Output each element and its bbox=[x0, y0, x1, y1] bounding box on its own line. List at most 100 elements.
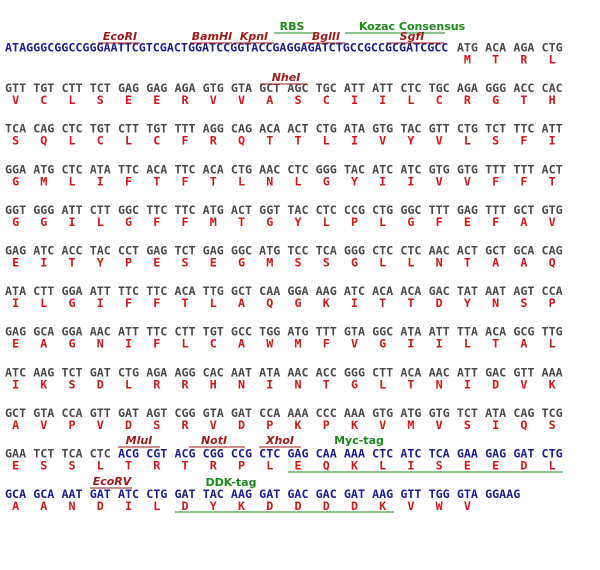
amino-acid: F bbox=[436, 215, 443, 229]
amino-acid: E bbox=[464, 459, 471, 473]
codon: GAG bbox=[146, 244, 167, 258]
amino-acid: V bbox=[379, 134, 386, 148]
amino-acid: P bbox=[238, 459, 245, 473]
codon: GGC bbox=[231, 244, 252, 258]
codon: CAG bbox=[542, 244, 563, 258]
codon: CAG bbox=[231, 122, 252, 136]
amino-acid: N bbox=[238, 377, 245, 391]
amino-acid: F bbox=[182, 215, 189, 229]
amino-acid: I bbox=[379, 174, 386, 188]
amino-acid: V bbox=[379, 418, 386, 432]
amino-acid: S bbox=[69, 459, 76, 473]
amino-acid: L bbox=[238, 174, 245, 188]
codon: ATC bbox=[344, 284, 365, 298]
amino-acid: G bbox=[379, 337, 386, 351]
codon: CCT bbox=[118, 244, 139, 258]
amino-acid: G bbox=[40, 215, 47, 229]
amino-acid: L bbox=[464, 337, 471, 351]
amino-acid: L bbox=[323, 134, 330, 148]
codon: AAC bbox=[259, 162, 280, 176]
codon: ATT bbox=[429, 325, 450, 339]
amino-acid: I bbox=[407, 459, 414, 473]
codon: TTT bbox=[316, 325, 337, 339]
amino-acid: G bbox=[238, 256, 245, 270]
codon: CTC bbox=[400, 81, 421, 95]
amino-acid: C bbox=[436, 93, 443, 107]
codon: TAC bbox=[400, 122, 421, 136]
codon: GAG bbox=[457, 203, 478, 217]
codon: GGA bbox=[61, 325, 82, 339]
codon: ATA bbox=[400, 325, 421, 339]
codon: GGA bbox=[5, 162, 26, 176]
codon: TCC bbox=[287, 244, 308, 258]
codon: ATT bbox=[457, 365, 478, 379]
codon: ACT bbox=[457, 244, 478, 258]
codon: GCA bbox=[33, 325, 54, 339]
codon: TCT bbox=[457, 406, 478, 420]
amino-acid: V bbox=[520, 377, 527, 391]
site-label: BamHI bbox=[192, 30, 233, 43]
codon: CTC bbox=[372, 447, 393, 461]
codon: TGT bbox=[146, 122, 167, 136]
amino-acid: L bbox=[153, 499, 160, 513]
amino-acid: S bbox=[153, 418, 160, 432]
codon: TTC bbox=[174, 203, 195, 217]
codon: AAA bbox=[344, 406, 365, 420]
amino-acid: R bbox=[153, 459, 161, 473]
amino-acid: M bbox=[294, 337, 301, 351]
amino-acid: V bbox=[436, 174, 443, 188]
codon: ATG bbox=[287, 325, 308, 339]
codon: AAA bbox=[542, 365, 563, 379]
codon: GAT bbox=[174, 487, 195, 501]
codon: GCT bbox=[259, 81, 280, 95]
amino-acid: L bbox=[294, 174, 301, 188]
amino-acid: S bbox=[464, 418, 471, 432]
codon: AGA bbox=[146, 365, 167, 379]
codon: AGG bbox=[203, 122, 224, 136]
codon: CTG bbox=[316, 122, 337, 136]
codon: GCA bbox=[33, 487, 54, 501]
amino-acid: Q bbox=[520, 418, 527, 432]
amino-acid: V bbox=[464, 174, 471, 188]
codon: GGC bbox=[372, 325, 393, 339]
amino-acid: N bbox=[266, 174, 273, 188]
amino-acid: Y bbox=[407, 134, 414, 148]
amino-acid: D bbox=[436, 296, 443, 310]
codon: ACT bbox=[231, 203, 252, 217]
codon: TTA bbox=[457, 325, 478, 339]
amino-acid: E bbox=[12, 459, 19, 473]
codon: AAT bbox=[61, 487, 82, 501]
codon: ATG bbox=[259, 244, 280, 258]
codon: GAT bbox=[513, 447, 534, 461]
amino-acid: T bbox=[182, 296, 189, 310]
codon: CCC bbox=[316, 406, 337, 420]
amino-acid: P bbox=[351, 215, 358, 229]
amino-acid: A bbox=[266, 93, 273, 107]
codon: GCA bbox=[5, 487, 26, 501]
codon: GGG bbox=[316, 162, 337, 176]
amino-acid: R bbox=[182, 377, 190, 391]
amino-acid: I bbox=[12, 377, 19, 391]
amino-acid: S bbox=[436, 459, 443, 473]
amino-acid: L bbox=[40, 296, 47, 310]
amino-acid: Q bbox=[549, 256, 556, 270]
amino-acid: Q bbox=[40, 134, 47, 148]
codon: CTG bbox=[457, 122, 478, 136]
codon: CTG bbox=[118, 365, 139, 379]
codon: GAG bbox=[146, 81, 167, 95]
amino-acid: S bbox=[549, 418, 556, 432]
codon: CTT bbox=[174, 325, 195, 339]
codon: ATC bbox=[5, 365, 26, 379]
amino-acid: L bbox=[125, 377, 132, 391]
codon: TCT bbox=[485, 122, 506, 136]
amino-acid: N bbox=[492, 296, 499, 310]
amino-acid: T bbox=[153, 174, 160, 188]
amino-acid: E bbox=[12, 256, 19, 270]
amino-acid: L bbox=[379, 256, 386, 270]
amino-acid: D bbox=[492, 377, 499, 391]
amino-acid: L bbox=[97, 215, 104, 229]
amino-acid: E bbox=[294, 459, 301, 473]
codon: ACC bbox=[61, 244, 82, 258]
codon: CGT bbox=[146, 447, 167, 461]
codon: GCG bbox=[513, 325, 534, 339]
